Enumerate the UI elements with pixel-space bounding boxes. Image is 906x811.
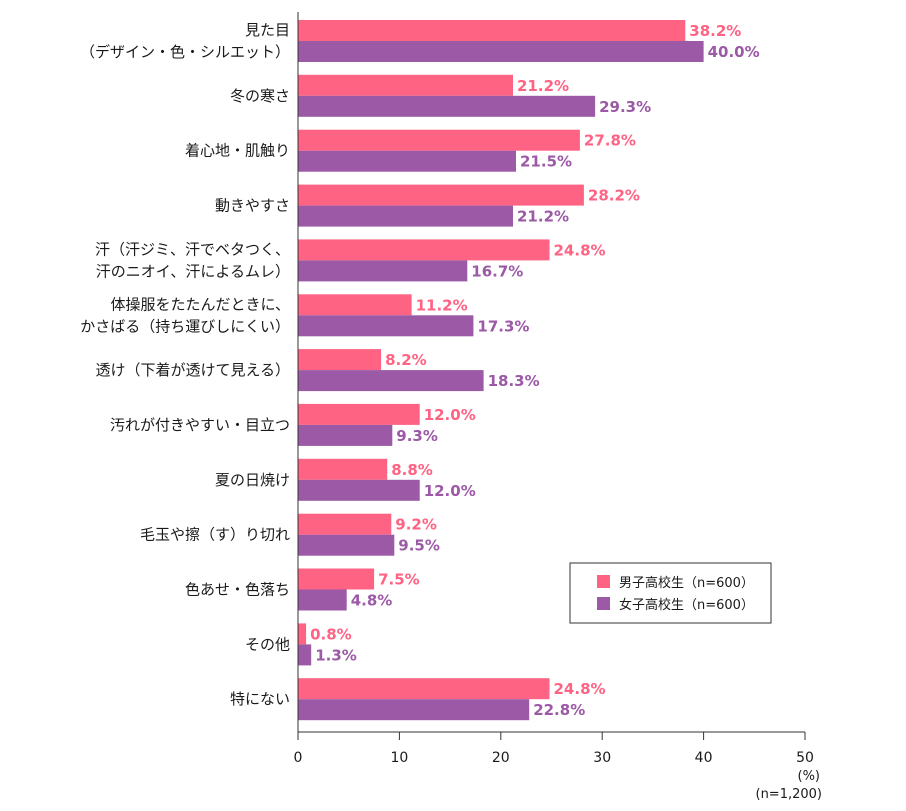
category-label-5-line1: かさばる（持ち運びしにくい） [80, 317, 290, 335]
x-axis-unit: (%) [798, 769, 821, 784]
value-label-female-4: 16.7% [471, 262, 523, 280]
value-label-male-4: 24.8% [554, 241, 606, 259]
bar-male-7 [298, 403, 420, 425]
value-label-female-8: 12.0% [424, 482, 476, 500]
bar-male-5 [298, 294, 412, 316]
value-label-female-1: 29.3% [599, 98, 651, 116]
category-label-4-line0: 汗（汗ジミ、汗でベタつく、 [95, 240, 290, 258]
category-label-8: 夏の日焼け [215, 471, 290, 489]
category-label-7: 汚れが付きやすい・目立つ [110, 416, 290, 434]
legend-swatch-male [597, 575, 610, 588]
sample-size-note: (n=1,200) [756, 787, 823, 802]
value-label-male-9: 9.2% [395, 516, 437, 534]
value-label-male-3: 28.2% [588, 187, 640, 205]
value-label-male-12: 24.8% [554, 680, 606, 698]
bar-male-10 [298, 568, 375, 590]
category-label-5-line0: 体操服をたたんだときに、 [110, 295, 290, 313]
legend-label-male: 男子高校生（n=600） [619, 575, 754, 591]
category-labels: 見た目 （デザイン・色・シルエット） 冬の寒さ着心地・肌触り動きやすさ汗（汗ジミ、汗… [80, 21, 290, 708]
bar-male-1 [298, 74, 513, 96]
value-label-male-2: 27.8% [584, 132, 636, 150]
x-tick-label-50: 50 [796, 750, 814, 766]
bar-female-0 [298, 41, 704, 62]
value-label-male-1: 21.2% [517, 77, 569, 95]
category-label-10: 色あせ・色落ち [185, 581, 290, 599]
category-label-9: 毛玉や擦（す）り切れ [140, 526, 290, 544]
x-tick-label-10: 10 [390, 750, 408, 766]
category-label-2: 着心地・肌触り [185, 142, 290, 160]
value-label-female-0: 40.0% [708, 43, 760, 61]
bar-female-7 [298, 424, 393, 446]
value-label-female-10: 4.8% [351, 592, 393, 610]
value-label-male-10: 7.5% [378, 571, 420, 589]
value-label-female-6: 18.3% [488, 372, 540, 390]
value-label-female-11: 1.3% [315, 646, 357, 664]
bar-male-0 [298, 20, 686, 41]
value-label-male-7: 12.0% [424, 406, 476, 424]
value-label-male-6: 8.2% [385, 351, 427, 369]
legend-label-female: 女子高校生（n=600） [619, 597, 754, 613]
category-label-4-line1: 汗のニオイ、汗によるムレ） [96, 262, 290, 280]
bar-male-9 [298, 513, 392, 535]
x-tick-label-20: 20 [492, 750, 510, 766]
bar-female-10 [298, 589, 347, 611]
value-label-male-8: 8.8% [391, 461, 433, 479]
x-tick-label-0: 0 [294, 750, 303, 766]
value-label-female-9: 9.5% [398, 537, 440, 555]
bar-male-6 [298, 349, 382, 371]
category-label-12: 特にない [230, 690, 290, 708]
value-label-female-3: 21.2% [517, 208, 569, 226]
value-label-female-7: 9.3% [396, 427, 438, 445]
bar-female-12 [298, 699, 530, 721]
bar-female-5 [298, 315, 474, 337]
bar-female-8 [298, 479, 420, 501]
value-label-female-5: 17.3% [477, 317, 529, 335]
bar-male-8 [298, 458, 388, 480]
bar-male-4 [298, 239, 550, 261]
category-label-3: 動きやすさ [215, 197, 290, 215]
category-label-0-line0: 見た目 [245, 21, 290, 39]
category-label-1: 冬の寒さ [230, 87, 290, 105]
legend-box [569, 562, 772, 624]
value-label-male-11: 0.8% [310, 625, 352, 643]
x-tick-label-30: 30 [593, 750, 611, 766]
category-label-6: 透け（下着が透けて見える） [95, 361, 290, 379]
bar-male-12 [298, 678, 550, 700]
bar-female-4 [298, 260, 468, 282]
value-label-male-0: 38.2% [689, 22, 741, 40]
bars-group: 38.2% 40.0% 21.2% 29.3% 27.8% 21.5% 28.2% 21.2%… [298, 20, 760, 721]
bar-male-11 [298, 623, 307, 645]
bar-female-1 [298, 95, 596, 117]
bar-female-9 [298, 534, 395, 556]
legend: 男子高校生（n=600） 女子高校生（n=600） [569, 562, 772, 624]
value-label-male-5: 11.2% [416, 296, 468, 314]
bar-male-3 [298, 184, 584, 206]
x-axis-ticks: 0 10 20 30 40 50 [294, 732, 814, 766]
legend-swatch-female [597, 597, 610, 610]
bar-male-2 [298, 129, 580, 151]
bar-female-6 [298, 370, 484, 392]
value-label-female-12: 22.8% [533, 701, 585, 719]
value-label-female-2: 21.5% [520, 153, 572, 171]
bar-female-2 [298, 150, 516, 172]
category-label-0-line1: （デザイン・色・シルエット） [80, 43, 290, 61]
category-label-11: その他 [245, 635, 290, 653]
bar-female-11 [298, 644, 312, 666]
x-tick-label-40: 40 [695, 750, 713, 766]
bar-female-3 [298, 205, 513, 227]
